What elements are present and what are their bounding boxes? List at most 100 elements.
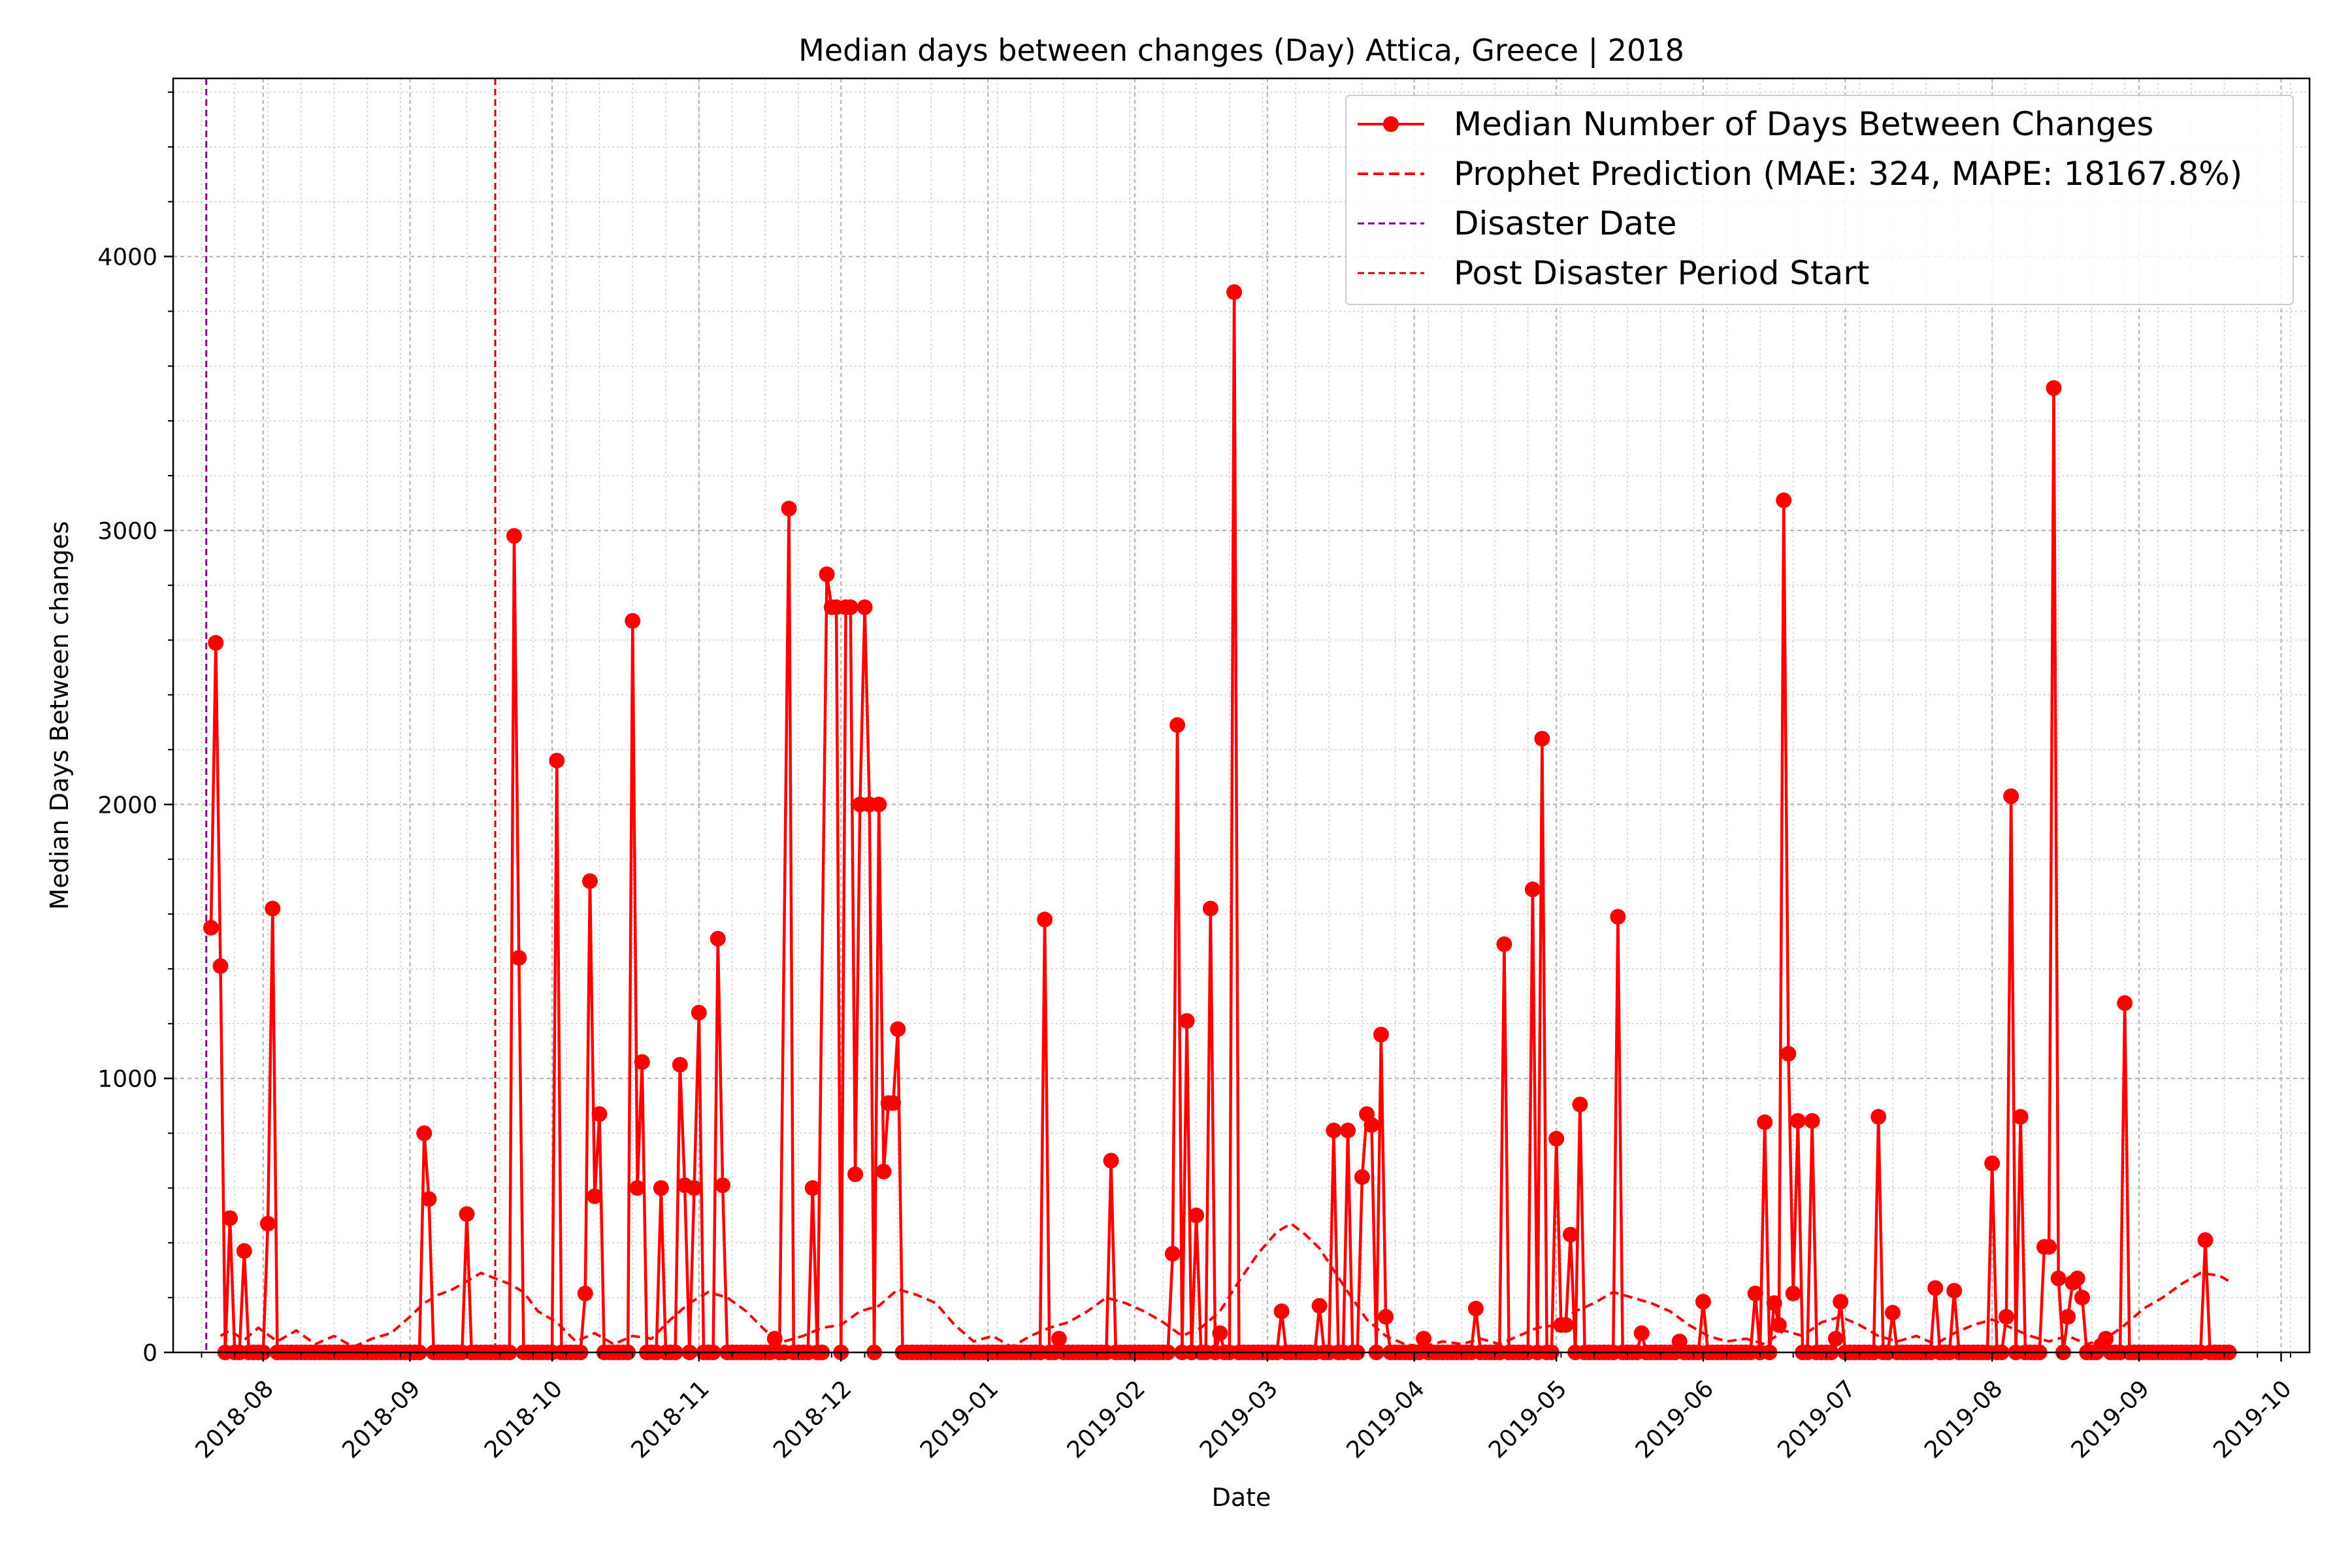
data-point [1776,492,1792,508]
chart-title: Median days between changes (Day) Attica… [798,33,1684,69]
data-point [587,1188,603,1204]
data-point [1789,1113,1806,1129]
legend-series-marker [1383,116,1399,132]
legend-box [1345,95,2294,305]
data-point [1927,1280,1944,1296]
data-point [2098,1331,2114,1347]
data-point [506,528,522,544]
data-point [1354,1169,1370,1185]
data-point [2197,1232,2213,1249]
data-point [459,1206,475,1222]
data-point [781,500,797,517]
data-point [715,1177,731,1194]
data-point [1534,730,1550,747]
prophet-prediction-line [220,1222,2230,1348]
data-point [2003,788,2019,804]
data-point [236,1243,252,1259]
data-point [804,1180,821,1196]
data-point [1416,1331,1432,1347]
data-point [416,1125,433,1141]
data-point [1633,1325,1650,1341]
data-point [819,566,835,582]
data-point [1496,936,1512,953]
data-point [1833,1294,1849,1310]
data-point [1771,1317,1787,1333]
data-point [1524,881,1541,898]
data-point [1572,1096,1588,1113]
data-point [653,1180,669,1196]
data-point [1695,1294,1711,1310]
y-tick-label: 4000 [97,244,157,271]
data-point [629,1180,645,1196]
data-point [1999,1309,2014,1325]
x-axis-label: Date [1212,1483,1271,1512]
data-point [212,958,229,974]
data-point [1548,1130,1565,1147]
data-point [1103,1152,1119,1169]
y-axis: 0 1000 2000 3000 4000 [97,91,173,1367]
data-point [1226,284,1243,301]
data-point [1946,1282,1963,1299]
data-point [2069,1270,2085,1286]
data-point [857,599,873,615]
data-point [1164,1246,1181,1262]
data-point [1984,1155,2001,1171]
data-point [260,1215,276,1232]
data-point [1870,1109,1887,1125]
data-point [1326,1122,1342,1139]
data-point [710,930,726,947]
data-point [691,1005,707,1021]
data-point [1340,1122,1356,1139]
y-axis-label: Median Days Between changes [45,521,74,909]
reference-lines [205,78,497,1352]
data-point [634,1054,650,1070]
data-point [1212,1325,1228,1341]
data-point [2041,1239,2057,1255]
data-point [1757,1114,1773,1130]
legend-series-label: Median Number of Days Between Changes [1454,105,2153,143]
data-point [2074,1290,2090,1306]
data-point [842,599,858,615]
data-point [1037,911,1053,928]
legend-post-disaster-label: Post Disaster Period Start [1454,254,1869,292]
data-point [2060,1309,2076,1325]
data-point [1766,1295,1782,1311]
data-point [1467,1300,1484,1316]
data-point [1827,1331,1844,1347]
y-tick-label: 3000 [97,518,157,545]
data-point [1311,1298,1328,1314]
data-point [890,1021,906,1037]
data-point [1202,900,1218,917]
data-point [871,796,887,813]
data-point [203,920,219,936]
data-point [672,1056,688,1073]
data-point [1885,1305,1901,1321]
legend-disaster-label: Disaster Date [1454,204,1676,242]
data-point [549,753,565,769]
data-point [1179,1013,1195,1029]
prediction-layer [220,1222,2230,1348]
data-point [1373,1026,1389,1043]
data-point [591,1106,608,1122]
data-point [766,1331,783,1347]
data-point [582,873,598,889]
data-point [875,1164,892,1180]
data-point [1364,1117,1380,1133]
plot-frame [172,77,2311,1354]
data-point [885,1095,902,1111]
data-point [577,1285,593,1301]
data-point [2117,995,2133,1011]
data-point [2046,380,2062,396]
y-tick-label: 0 [142,1340,157,1367]
data-point [2012,1109,2029,1125]
y-tick-label: 1000 [97,1066,157,1093]
data-point [265,900,281,917]
data-point [1562,1226,1578,1243]
data-point [1804,1113,1820,1129]
data-point [686,1180,702,1196]
data-point [1747,1285,1763,1301]
data-point [625,613,641,629]
data-point [222,1210,238,1226]
data-point [1610,909,1626,925]
